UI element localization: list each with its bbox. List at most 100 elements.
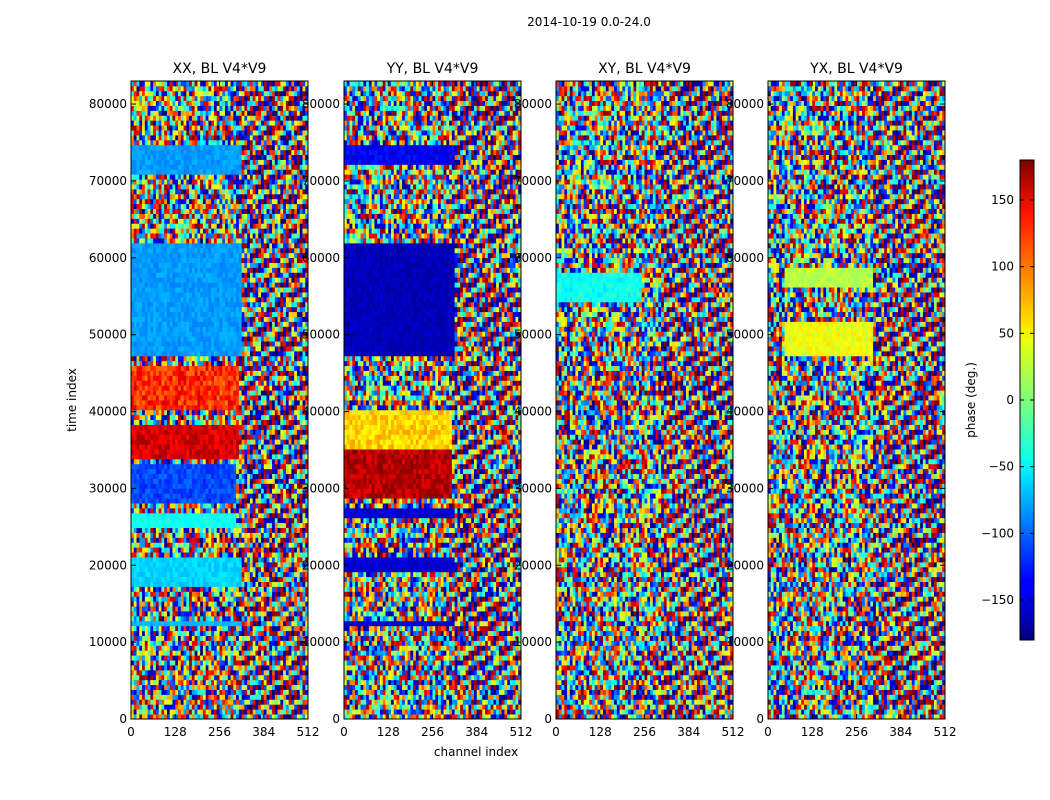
heatmap-cell xyxy=(161,488,165,494)
heatmap-cell xyxy=(236,507,240,514)
heatmap-cell xyxy=(183,527,187,533)
heatmap-cell xyxy=(147,346,151,352)
heatmap-cell xyxy=(219,635,223,641)
heatmap-cell xyxy=(158,370,162,376)
heatmap-cell xyxy=(236,542,240,548)
heatmap-cell xyxy=(255,512,259,519)
heatmap-cell xyxy=(249,370,254,376)
heatmap-cell xyxy=(161,684,165,690)
heatmap-cell xyxy=(274,434,278,440)
heatmap-cell xyxy=(191,709,196,715)
heatmap-cell xyxy=(244,650,248,656)
heatmap-cell xyxy=(158,620,162,627)
heatmap-cell xyxy=(296,498,301,504)
heatmap-cell xyxy=(260,507,265,514)
heatmap-cell xyxy=(131,625,135,632)
heatmap-cell xyxy=(131,370,135,376)
heatmap-cell xyxy=(230,449,234,455)
heatmap-cell xyxy=(169,611,173,617)
heatmap-cell xyxy=(291,453,295,460)
heatmap-cell xyxy=(180,355,184,362)
heatmap-cell xyxy=(280,704,284,710)
heatmap-cell xyxy=(233,512,237,519)
heatmap-cell xyxy=(194,611,198,617)
heatmap-cell xyxy=(230,601,234,607)
heatmap-cell xyxy=(183,704,187,710)
heatmap-cell xyxy=(238,375,243,381)
heatmap-cell xyxy=(186,517,190,524)
heatmap-cell xyxy=(211,429,215,435)
heatmap-cell xyxy=(291,419,295,425)
heatmap-cell xyxy=(166,640,171,646)
heatmap-cell xyxy=(272,429,276,435)
heatmap-cell xyxy=(285,390,290,396)
heatmap-cell xyxy=(283,714,287,720)
heatmap-cell xyxy=(263,498,267,504)
heatmap-cell xyxy=(227,498,231,504)
heatmap-cell xyxy=(172,709,176,715)
heatmap-cell xyxy=(211,704,215,710)
heatmap-cell xyxy=(147,635,151,641)
heatmap-cell xyxy=(274,493,278,499)
heatmap-cell xyxy=(153,620,157,627)
heatmap-cell xyxy=(244,566,248,573)
heatmap-cell xyxy=(205,503,209,509)
heatmap-cell xyxy=(194,488,198,494)
heatmap-cell xyxy=(230,537,234,543)
heatmap-cell xyxy=(131,380,135,386)
heatmap-cell xyxy=(180,409,184,416)
heatmap-cell xyxy=(144,665,148,671)
heatmap-cell xyxy=(244,561,248,568)
heatmap-cell xyxy=(166,542,171,548)
heatmap-cell xyxy=(144,532,148,538)
heatmap-cell xyxy=(142,336,146,342)
heatmap-cell xyxy=(211,444,215,450)
heatmap-cell xyxy=(131,507,135,514)
heatmap-cell xyxy=(263,370,267,376)
heatmap-cell xyxy=(186,458,190,465)
heatmap-cell xyxy=(186,615,190,622)
heatmap-cell xyxy=(238,473,243,479)
heatmap-cell xyxy=(255,635,259,641)
heatmap-cell xyxy=(238,552,243,558)
heatmap-cell xyxy=(277,694,281,700)
heatmap-cell xyxy=(211,615,215,622)
heatmap-cell xyxy=(202,699,207,705)
heatmap-cell xyxy=(263,669,267,676)
heatmap-cell xyxy=(299,498,303,504)
heatmap-cell xyxy=(294,444,298,450)
heatmap-cell xyxy=(305,611,309,617)
heatmap-cell xyxy=(238,355,243,362)
heatmap-cell xyxy=(222,586,226,592)
heatmap-cell xyxy=(238,395,243,401)
heatmap-cell xyxy=(272,596,276,602)
heatmap-cell xyxy=(172,390,176,396)
heatmap-cell xyxy=(164,424,168,430)
heatmap-cell xyxy=(247,679,251,686)
heatmap-cell xyxy=(222,468,226,475)
heatmap-cell xyxy=(266,660,270,666)
heatmap-cell xyxy=(225,581,229,587)
heatmap-cell xyxy=(139,674,143,681)
heatmap-cell xyxy=(191,689,196,695)
heatmap-cell xyxy=(227,586,231,592)
heatmap-cell xyxy=(285,380,290,386)
heatmap-cell xyxy=(153,414,157,421)
heatmap-cell xyxy=(247,346,251,352)
heatmap-cell xyxy=(189,409,193,416)
heatmap-cell xyxy=(252,625,256,632)
heatmap-cell xyxy=(285,542,290,548)
heatmap-cell xyxy=(296,375,301,381)
heatmap-cell xyxy=(178,498,182,504)
heatmap-cell xyxy=(219,449,223,455)
heatmap-cell xyxy=(260,650,265,656)
heatmap-cell xyxy=(238,684,243,690)
heatmap-cell xyxy=(180,375,184,381)
heatmap-cell xyxy=(238,463,243,470)
heatmap-cell xyxy=(153,571,157,578)
heatmap-cell xyxy=(136,331,140,337)
heatmap-cell xyxy=(150,507,154,514)
heatmap-cell xyxy=(133,655,137,661)
heatmap-cell xyxy=(225,449,229,455)
heatmap-cell xyxy=(219,419,223,425)
